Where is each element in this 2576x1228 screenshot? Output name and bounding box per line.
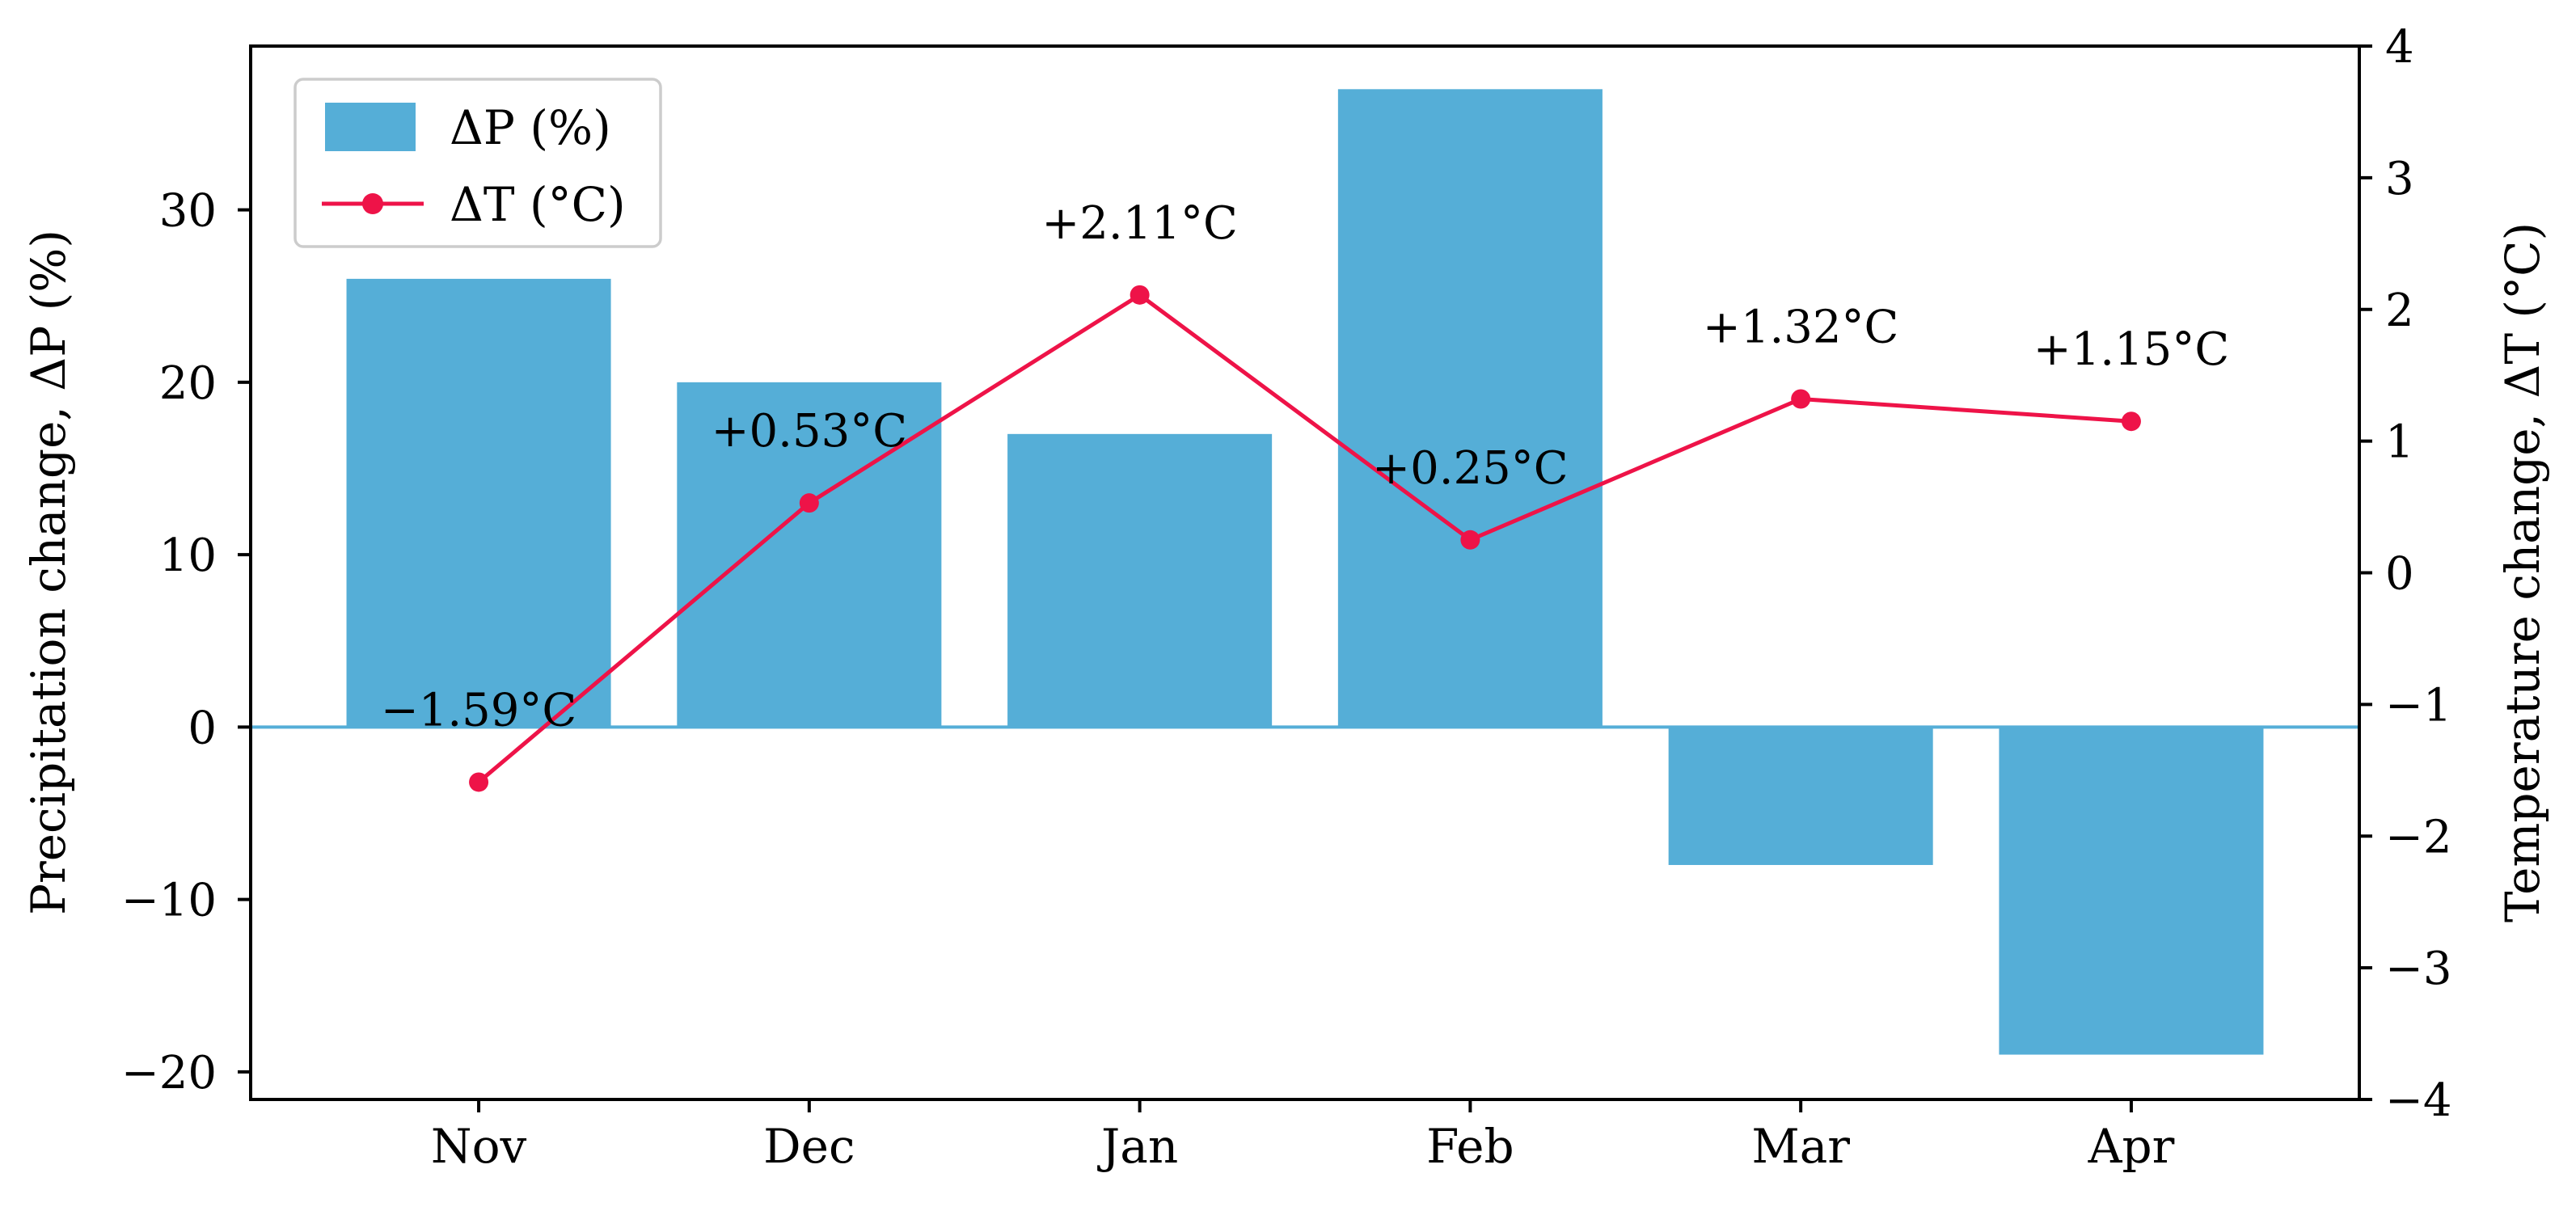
bar-nov [346,278,611,728]
month-label-nov: Nov [431,1119,527,1174]
right-tick-label: −1 [2385,679,2452,732]
bar-apr [1999,727,2264,1055]
legend: ΔP (%) ΔT (°C) [293,78,662,248]
temperature-point-dec [799,493,819,513]
annotation-dec: +0.53°C [712,405,907,458]
temperature-point-nov [469,772,489,792]
month-label-feb: Feb [1426,1119,1514,1174]
temperature-point-apr [2121,411,2141,432]
right-tick-label: 3 [2385,153,2414,205]
annotation-jan: +2.11°C [1041,197,1237,250]
month-label-dec: Dec [763,1119,855,1174]
right-tick-label: −4 [2385,1074,2452,1127]
left-tick-label: 20 [159,357,217,410]
legend-label-precipitation: ΔP (%) [450,100,611,155]
annotation-feb: +0.25°C [1372,442,1568,495]
legend-marker-dot [362,193,383,214]
bars-layer [346,89,2264,1055]
temperature-point-feb [1460,530,1480,550]
left-tick-label: 10 [159,530,217,582]
right-tick-label: 4 [2385,21,2414,74]
annotation-mar: +1.32°C [1703,302,1898,354]
legend-swatch-precipitation [325,103,416,151]
right-tick-label: 0 [2385,548,2414,601]
bar-jan [1007,433,1273,728]
bar-dec [677,382,942,728]
left-tick-label: 30 [159,185,217,238]
bar-mar [1668,727,1933,865]
month-label-jan: Jan [1097,1119,1178,1174]
legend-label-temperature: ΔT (°C) [450,177,626,232]
bar-feb [1337,89,1603,728]
right-tick-label: −3 [2385,943,2452,995]
left-axis-title: Precipitation change, ΔP (%) [21,230,76,915]
line-series-layer [469,285,2141,792]
point-annotations-layer: −1.59°C +0.53°C +2.11°C +0.25°C +1.32°C +1.15… [381,197,2229,737]
left-tick-label: 0 [188,702,217,754]
annotation-apr: +1.15°C [2033,323,2229,376]
temperature-point-mar [1791,389,1811,409]
temperature-line [477,292,2132,784]
right-tick-label: 2 [2385,285,2414,337]
right-tick-label: 1 [2385,416,2414,469]
month-label-apr: Apr [2088,1119,2175,1174]
right-tick-label: −2 [2385,811,2452,863]
right-axis-title: Temperature change, ΔT (°C) [2495,222,2550,922]
annotation-nov: −1.59°C [381,684,576,736]
left-tick-label: −10 [121,875,217,927]
temperature-point-jan [1130,285,1150,305]
month-label-mar: Mar [1751,1119,1850,1174]
left-tick-label: −20 [121,1047,217,1099]
